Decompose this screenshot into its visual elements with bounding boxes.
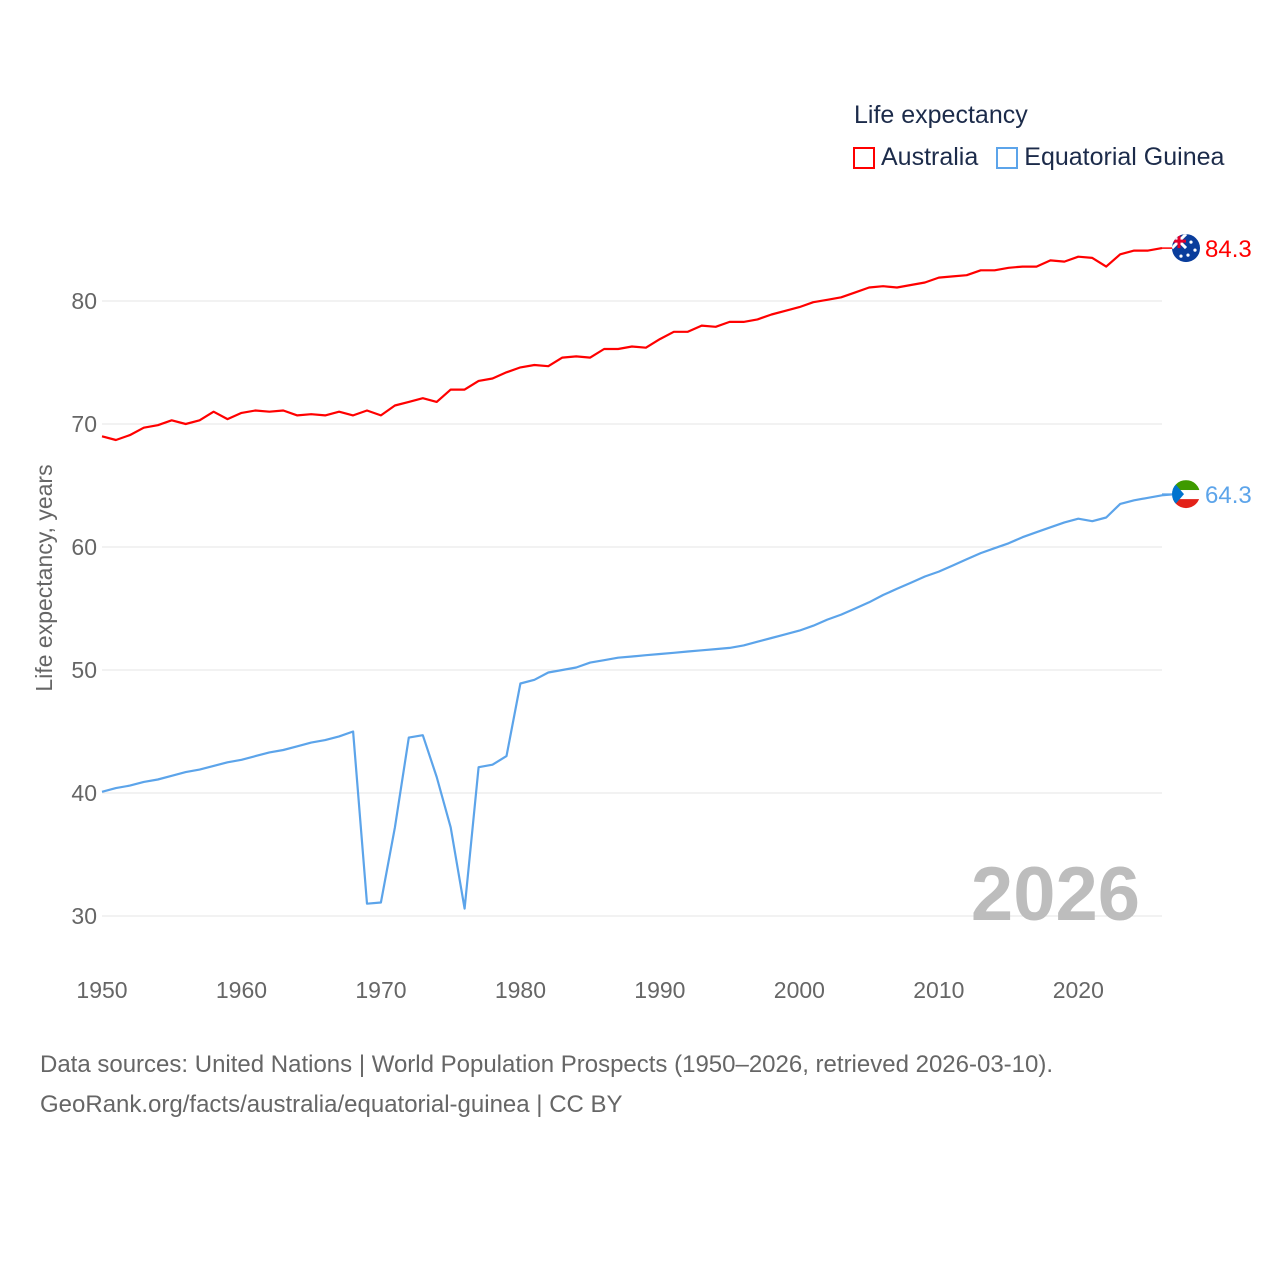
x-tick-label: 1970 (355, 977, 406, 1003)
flag-body (1172, 234, 1200, 263)
y-tick-label: 80 (71, 288, 97, 314)
y-tick-label: 50 (71, 657, 97, 683)
source-note: Data sources: United Nations | World Pop… (40, 1045, 1053, 1125)
x-tick-label: 1980 (495, 977, 546, 1003)
x-tick-label: 1950 (76, 977, 127, 1003)
source-line: Data sources: United Nations | World Pop… (40, 1051, 1054, 1078)
flag-stripe-white (1172, 490, 1200, 500)
flag-triangle (1172, 480, 1184, 509)
x-tick-label: 2010 (913, 977, 964, 1003)
equatorial-guinea-flag-icon (1172, 480, 1200, 509)
gridlines (102, 300, 1162, 917)
x-tick-label: 2020 (1053, 977, 1104, 1003)
flag-star (1189, 240, 1193, 244)
flag-star (1193, 248, 1197, 252)
flag-star (1179, 254, 1183, 258)
flag-stripe-red (1172, 499, 1200, 509)
series-line-equatorial-guinea (101, 493, 1176, 910)
series-line-australia (101, 247, 1163, 442)
flag-stripe-green (1172, 480, 1200, 491)
flag-star (1186, 253, 1190, 257)
y-axis-label: Life expectancy, years (31, 464, 57, 691)
x-tick-label: 1960 (216, 977, 267, 1003)
flag-cross (1172, 234, 1186, 249)
credit-line: GeoRank.org/facts/australia/equatorial-g… (40, 1091, 623, 1118)
series-lines: 84.3 64.3 (101, 234, 1252, 910)
legend-label: Australia (881, 143, 979, 171)
x-axis-ticks: 1950 1960 1970 1980 1990 2000 2010 2020 (76, 977, 1103, 1003)
legend-title: Life expectancy (854, 101, 1028, 129)
legend-swatch (996, 146, 1019, 169)
australia-flag-icon (1172, 234, 1200, 263)
y-tick-label: 70 (71, 411, 97, 437)
flag-body (1172, 480, 1200, 509)
year-watermark: 2026 (971, 852, 1140, 937)
end-value-label: 84.3 (1205, 236, 1252, 263)
legend-item-equatorial-guinea[interactable]: Equatorial Guinea (996, 143, 1224, 172)
legend-label: Equatorial Guinea (1024, 143, 1225, 171)
end-value-label: 64.3 (1205, 482, 1252, 509)
legend: Australia Equatorial Guinea (853, 143, 1224, 172)
legend-item-australia[interactable]: Australia (853, 143, 978, 172)
x-tick-label: 2000 (774, 977, 825, 1003)
y-tick-label: 40 (71, 780, 97, 806)
y-axis-ticks: 30 40 50 60 70 80 (71, 288, 97, 929)
y-tick-label: 60 (71, 534, 97, 560)
x-tick-label: 1990 (634, 977, 685, 1003)
y-tick-label: 30 (71, 903, 97, 929)
legend-swatch (853, 146, 875, 169)
